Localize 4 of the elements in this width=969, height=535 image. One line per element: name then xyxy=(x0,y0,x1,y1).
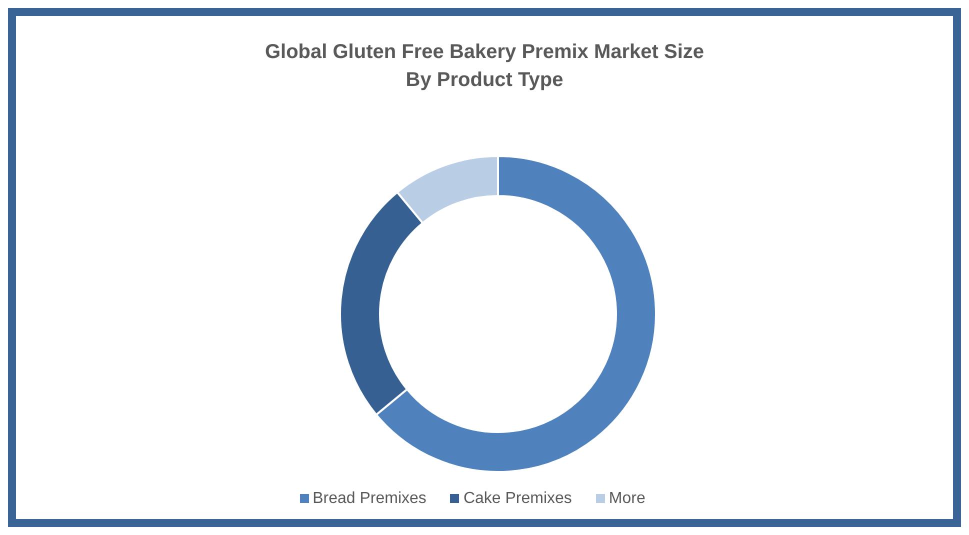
legend-label: More xyxy=(608,490,646,507)
legend-label: Bread Premixes xyxy=(312,490,426,507)
legend-label: Cake Premixes xyxy=(463,490,572,507)
chart-title: Global Gluten Free Bakery Premix Market Size By Product Type xyxy=(264,40,706,93)
